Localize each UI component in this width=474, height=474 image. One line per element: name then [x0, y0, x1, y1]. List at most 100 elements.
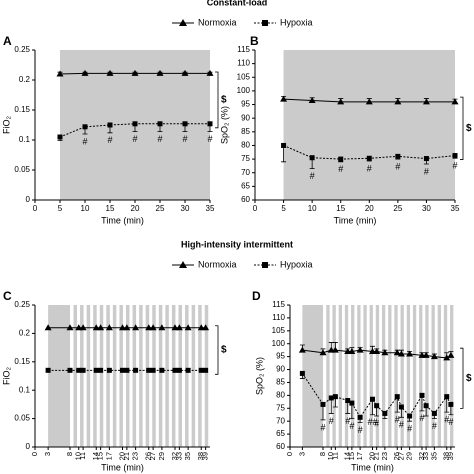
x-tick-label: 0	[285, 452, 294, 456]
y-tick-label: 115	[272, 300, 285, 309]
marker-triangle	[66, 324, 74, 331]
shaded-region	[437, 305, 441, 447]
x-tick-label: 23	[131, 452, 140, 460]
shaded-region	[139, 305, 143, 447]
shaded-region	[132, 305, 137, 447]
shaded-region	[450, 305, 454, 447]
x-tick-label: 10	[81, 204, 90, 213]
panel-letter: A	[3, 34, 12, 48]
significance-mark: #	[444, 415, 449, 425]
shaded-region	[388, 305, 392, 447]
marker-square	[338, 156, 344, 162]
x-tick-label: 33	[421, 452, 430, 460]
legend-marker	[179, 261, 187, 268]
y-tick-label: 0.15	[14, 105, 30, 114]
marker-triangle	[451, 98, 459, 105]
significance-mark: #	[320, 422, 325, 432]
significance-mark: #	[452, 161, 457, 171]
shaded-region	[443, 305, 448, 447]
marker-triangle	[105, 324, 113, 331]
marker-triangle	[331, 346, 339, 353]
x-tick-label: 20	[131, 204, 140, 213]
y-tick-label: 110	[237, 59, 250, 68]
y-tick-label: 95	[276, 352, 285, 361]
marker-triangle	[156, 69, 164, 76]
y-tick-label: 65	[241, 181, 250, 190]
shaded-region	[106, 305, 110, 447]
x-tick-label: 8	[318, 452, 327, 456]
marker-triangle	[131, 69, 139, 76]
marker-triangle	[394, 98, 402, 105]
shaded-region	[204, 305, 209, 447]
marker-square	[57, 134, 63, 140]
significance-mark: #	[419, 413, 424, 423]
marker-triangle	[56, 70, 64, 77]
y-tick-label: 105	[272, 326, 286, 335]
x-tick-label: 10	[326, 452, 335, 460]
significance-mark: #	[358, 425, 363, 435]
significance-mark: #	[349, 421, 354, 431]
marker-square	[132, 121, 138, 127]
x-axis-label: Time (min)	[101, 215, 144, 225]
bracket	[215, 325, 219, 375]
shaded-region	[394, 305, 398, 447]
x-tick-label: 15	[96, 452, 105, 460]
significance-mark: #	[395, 415, 400, 425]
marker-square	[395, 153, 401, 159]
error-bar	[419, 395, 425, 412]
marker-triangle	[280, 95, 288, 102]
significance-mark: #	[395, 161, 400, 171]
y-tick-label: 0	[26, 442, 31, 451]
x-tick-label: 20	[367, 452, 376, 460]
significance-mark: #	[310, 171, 315, 181]
marker-square	[107, 122, 113, 128]
marker-triangle	[393, 349, 401, 356]
marker-triangle	[298, 346, 306, 353]
error-bar	[320, 404, 326, 421]
y-tick-label: 100	[237, 86, 251, 95]
marker-triangle	[337, 98, 345, 105]
x-tick-label: 11	[78, 452, 87, 460]
marker-triangle	[184, 324, 192, 331]
marker-triangle	[123, 324, 131, 331]
marker-square	[309, 155, 315, 161]
shaded-region	[332, 305, 336, 447]
bracket	[460, 96, 464, 160]
shaded-region	[357, 305, 361, 447]
significance-mark: #	[345, 416, 350, 426]
x-tick-label: 20	[117, 452, 126, 460]
bracket-label: $	[221, 345, 227, 356]
legend-marker	[262, 20, 268, 26]
shaded-region	[283, 50, 455, 200]
significance-mark: #	[207, 134, 212, 144]
y-tick-label: 85	[276, 378, 285, 387]
y-tick-label: 75	[276, 403, 285, 412]
legend-marker	[262, 262, 268, 268]
marker-triangle	[397, 350, 405, 357]
shaded-region	[178, 305, 182, 447]
x-tick-label: 39	[446, 452, 455, 460]
marker-square	[120, 367, 125, 373]
x-tick-label: 10	[74, 452, 83, 460]
marker-square	[320, 401, 326, 407]
shaded-region	[73, 305, 77, 447]
shaded-region	[363, 305, 367, 447]
marker-square	[67, 367, 73, 373]
marker-square	[366, 155, 372, 161]
significance-mark: #	[367, 163, 372, 173]
marker-square	[374, 403, 380, 409]
x-tick-label: 0	[253, 204, 258, 213]
significance-mark: #	[407, 424, 412, 434]
shaded-region	[344, 305, 349, 447]
marker-triangle	[356, 346, 364, 353]
marker-triangle	[202, 324, 210, 331]
x-tick-label: 35	[429, 452, 438, 460]
y-tick-label: 70	[276, 416, 285, 425]
panel-letter: B	[250, 34, 259, 48]
shaded-region	[99, 305, 104, 447]
x-tick-label: 5	[58, 204, 63, 213]
y-tick-label: 95	[241, 100, 250, 109]
y-tick-label: 0.1	[19, 135, 31, 144]
marker-triangle	[373, 347, 381, 354]
significance-mark: #	[448, 417, 453, 427]
